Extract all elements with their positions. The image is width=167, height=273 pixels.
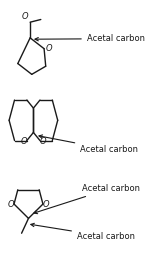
Text: O: O bbox=[22, 12, 29, 21]
Text: Acetal carbon: Acetal carbon bbox=[39, 135, 138, 154]
Text: O: O bbox=[21, 136, 27, 146]
Text: O: O bbox=[8, 200, 15, 209]
Text: O: O bbox=[40, 136, 46, 146]
Text: Acetal carbon: Acetal carbon bbox=[35, 34, 145, 43]
Text: Acetal carbon: Acetal carbon bbox=[34, 184, 140, 214]
Text: Acetal carbon: Acetal carbon bbox=[31, 223, 135, 241]
Text: O: O bbox=[46, 44, 52, 53]
Text: O: O bbox=[42, 200, 49, 209]
